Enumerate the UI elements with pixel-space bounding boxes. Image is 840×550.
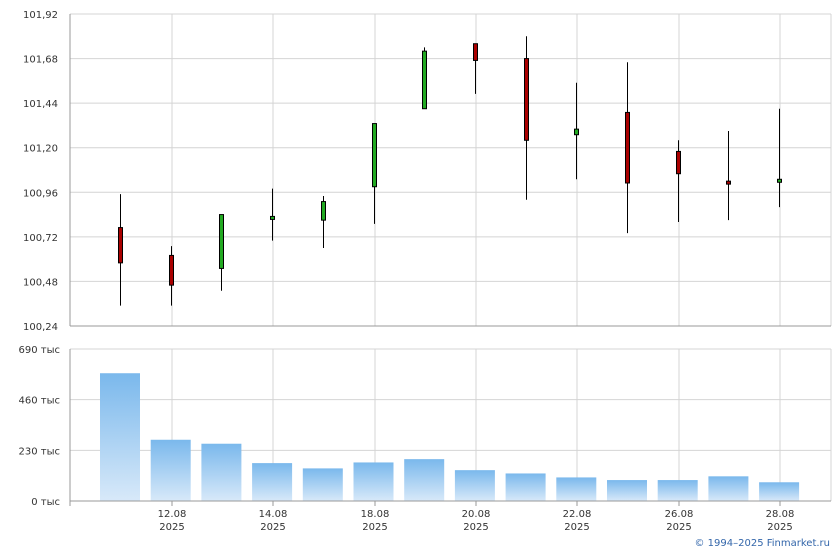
candle-body: [321, 201, 326, 221]
candle-body: [422, 50, 427, 110]
candle: [676, 140, 681, 222]
candle: [219, 214, 224, 291]
x-tick-date: 20.08: [462, 509, 491, 520]
x-tick-date: 14.08: [259, 509, 288, 520]
volume-tick-label: 0 тыс: [31, 497, 60, 508]
volume-tick-label: 460 тыс: [19, 396, 60, 407]
candle-body: [726, 180, 731, 185]
candle: [574, 82, 579, 180]
candle: [777, 108, 782, 208]
volume-bar: [657, 480, 698, 501]
price-tick-label: 100,24: [23, 322, 58, 333]
volume-bar: [759, 482, 800, 501]
candle-body: [270, 215, 275, 220]
candle: [473, 43, 478, 94]
candle-body: [574, 128, 579, 136]
price-tick-label: 101,68: [23, 55, 58, 66]
volume-bar: [353, 462, 394, 501]
x-tick-year: 2025: [260, 522, 285, 533]
candle-body: [676, 150, 681, 175]
candle-body: [625, 111, 630, 184]
candle: [422, 47, 427, 110]
x-tick-year: 2025: [159, 522, 184, 533]
candle: [169, 246, 174, 306]
candle: [625, 62, 630, 234]
x-tick-year: 2025: [767, 522, 792, 533]
x-tick-date: 28.08: [766, 509, 795, 520]
candle-body: [372, 123, 377, 188]
candle: [321, 196, 326, 248]
x-tick-date: 18.08: [361, 509, 390, 520]
copyright-text: © 1994–2025 Finmarket.ru: [694, 538, 830, 549]
candle-body: [219, 214, 224, 269]
x-tick-year: 2025: [463, 522, 488, 533]
volume-bar: [505, 473, 546, 501]
volume-bar: [708, 476, 749, 501]
x-tick-year: 2025: [362, 522, 387, 533]
volume-bar: [404, 459, 445, 501]
price-tick-label: 100,48: [23, 277, 58, 288]
volume-bar: [150, 439, 191, 501]
candle: [372, 123, 377, 224]
candle-body: [118, 227, 123, 264]
price-tick-label: 101,44: [23, 99, 58, 110]
volume-bar: [100, 373, 140, 501]
volume-bar: [454, 470, 495, 501]
price-tick-label: 100,96: [23, 188, 58, 199]
volume-bar: [252, 463, 293, 501]
candle: [524, 36, 529, 200]
x-tick-year: 2025: [666, 522, 691, 533]
volume-bar: [607, 480, 647, 501]
price-tick-label: 101,20: [23, 144, 58, 155]
x-tick-date: 26.08: [665, 509, 694, 520]
candle-body: [169, 254, 174, 286]
candle: [270, 188, 275, 241]
candle-body: [473, 43, 478, 61]
x-tick-date: 22.08: [563, 509, 592, 520]
price-tick-label: 100,72: [23, 233, 58, 244]
candle-body: [777, 178, 782, 183]
candle: [118, 194, 123, 306]
volume-tick-label: 230 тыс: [19, 446, 60, 457]
x-tick-date: 12.08: [158, 509, 187, 520]
volume-bar: [201, 443, 242, 501]
candle-body: [524, 58, 529, 141]
volume-tick-label: 690 тыс: [19, 345, 60, 356]
volume-bar: [302, 468, 343, 501]
price-tick-label: 101,92: [23, 10, 58, 21]
x-tick-year: 2025: [564, 522, 589, 533]
volume-bar: [556, 477, 597, 501]
candle: [726, 131, 731, 221]
